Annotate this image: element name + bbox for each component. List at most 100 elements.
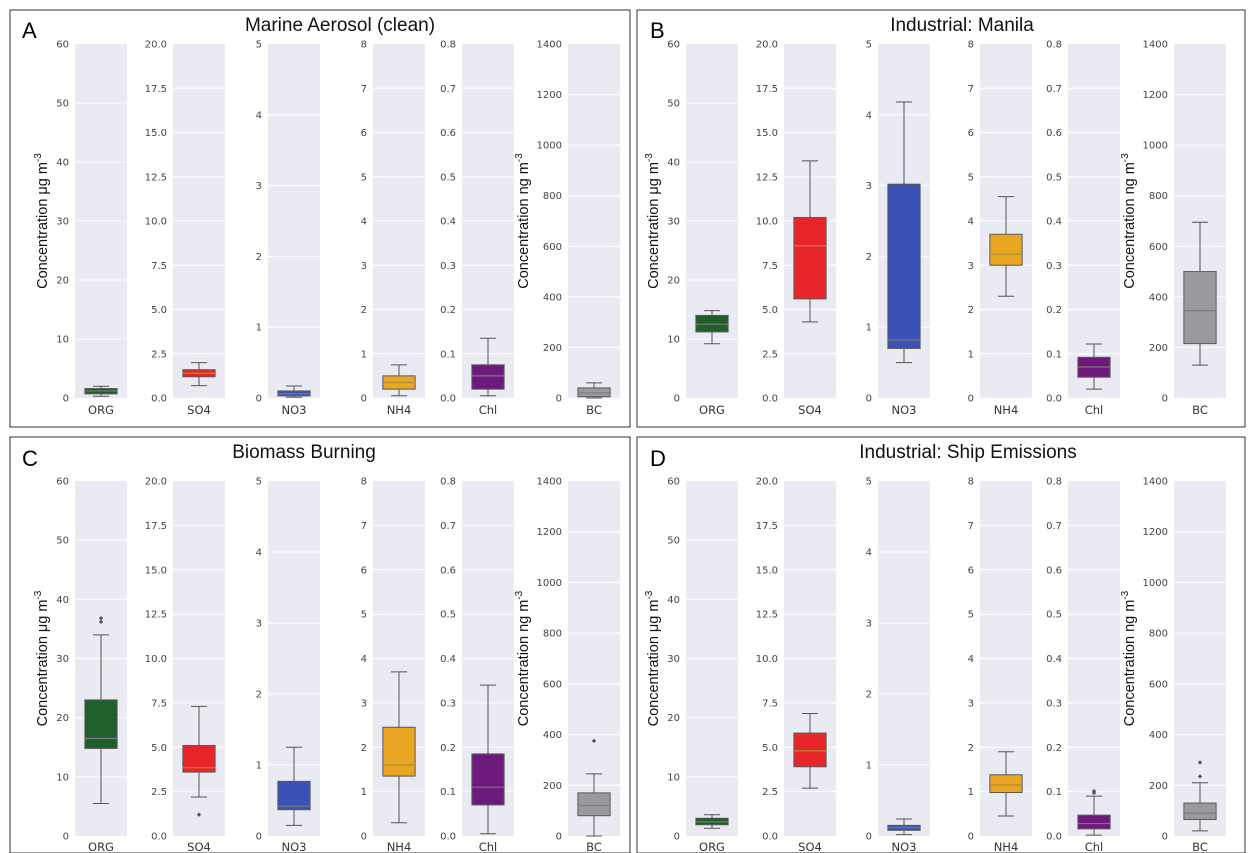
y-tick-label: 5 <box>968 610 974 621</box>
y-tick-label: 1 <box>866 761 872 772</box>
y-tick-label: 1000 <box>537 141 562 152</box>
y-tick-label: 20 <box>667 276 680 287</box>
y-tick-label: 5.0 <box>151 305 167 316</box>
y-tick-label: 0.3 <box>440 261 456 272</box>
subplot-nh4: 0 1 2 3 4 5 6 7 8 NH4 <box>361 477 425 853</box>
y-tick-label: 40 <box>667 595 680 606</box>
y-tick-label: 0.3 <box>1046 698 1062 709</box>
y-tick-label: 0 <box>968 394 974 405</box>
category-label: Chl <box>479 840 498 853</box>
category-label: Chl <box>1085 403 1104 417</box>
y-tick-label: 3 <box>968 698 974 709</box>
panel-c: C Biomass Burning0102030405060ORG0.02.55.… <box>9 436 631 853</box>
y-tick-label: 20 <box>667 713 680 724</box>
subplot-bc: 0 200 400 600 800 1000 1200 1400 BC <box>1143 40 1226 417</box>
y-tick-label: 2 <box>361 743 367 754</box>
iqr-box <box>887 183 921 349</box>
y-tick-label: 0.0 <box>1046 394 1062 405</box>
y-tick-label: 0 <box>866 394 872 405</box>
y-axis-label-exponent: -3 <box>644 153 655 162</box>
y-tick-label: 1400 <box>537 477 562 488</box>
y-tick-label: 400 <box>543 292 562 303</box>
iqr-box <box>382 726 416 777</box>
outlier-point <box>98 619 104 625</box>
panel-title: Industrial: Ship Emissions <box>859 442 1077 463</box>
y-tick-label: 0.8 <box>440 40 456 51</box>
y-tick-label: 0.3 <box>1046 261 1062 272</box>
y-tick-label: 1000 <box>1143 141 1168 152</box>
y-tick-label: 0.3 <box>440 698 456 709</box>
y-tick-label: 0 <box>556 832 562 843</box>
y-tick-label: 15.0 <box>756 565 778 576</box>
subplot-no3: 0 1 2 3 4 5 NO3 <box>256 477 320 853</box>
iqr-box <box>1183 271 1217 345</box>
y-tick-label: 12.5 <box>145 610 167 621</box>
y-tick-label: 200 <box>543 781 562 792</box>
y-tick-label: 0.8 <box>1046 477 1062 488</box>
y-tick-label: 20.0 <box>756 477 778 488</box>
y-tick-label: 7.5 <box>151 698 167 709</box>
y-tick-label: 0.2 <box>440 305 456 316</box>
y-tick-label: 20 <box>56 276 69 287</box>
y-tick-label: 5 <box>968 172 974 183</box>
plot-background <box>268 44 320 398</box>
category-label: SO4 <box>798 840 822 853</box>
y-tick-label: 0.4 <box>1046 217 1062 228</box>
y-tick-label: 3 <box>866 181 872 192</box>
category-label: NO3 <box>282 403 307 417</box>
iqr-box <box>989 233 1023 266</box>
subplot-so4: 0.0 2.5 5.0 7.5 10.0 12.5 15.0 17.5 20.0 SO4 <box>756 477 836 853</box>
y-tick-label: 6 <box>968 565 974 576</box>
category-label: Chl <box>1085 840 1104 853</box>
subplot-bc: 0 200 400 600 800 1000 1200 1400 BC <box>1143 477 1226 853</box>
y-tick-label: 0 <box>256 832 262 843</box>
y-tick-label: 1000 <box>537 578 562 589</box>
y-tick-label: 0.1 <box>440 349 456 360</box>
y-tick-label: 1200 <box>537 527 562 538</box>
y-axis-label-exponent: -3 <box>33 153 44 162</box>
panel-a: A Marine Aerosol (clean)0102030405060ORG0… <box>9 9 631 428</box>
y-tick-label: 0.8 <box>1046 40 1062 51</box>
y-tick-label: 2 <box>256 252 262 263</box>
panel-b: B Industrial: Manila0102030405060ORG0.02.… <box>636 9 1246 428</box>
y-tick-label: 0.6 <box>440 128 456 139</box>
y-tick-label: 1 <box>361 349 367 360</box>
y-tick-label: 3 <box>866 619 872 630</box>
y-tick-label: 40 <box>56 158 69 169</box>
y-tick-label: 0.4 <box>1046 654 1062 665</box>
y-tick-label: 600 <box>1149 679 1168 690</box>
y-tick-label: 0.0 <box>762 832 778 843</box>
subplot-org: 0 10 20 30 40 50 60 ORG <box>667 40 738 417</box>
category-label: BC <box>1192 403 1208 417</box>
y-tick-label: 0 <box>361 832 367 843</box>
y-tick-label: 1 <box>256 323 262 334</box>
y-tick-label: 0 <box>968 832 974 843</box>
y-tick-label: 0.5 <box>1046 610 1062 621</box>
category-label: NH4 <box>387 403 412 417</box>
iqr-box <box>1183 802 1217 821</box>
y-tick-label: 5 <box>361 172 367 183</box>
y-tick-label: 200 <box>1149 343 1168 354</box>
y-tick-label: 5 <box>361 610 367 621</box>
subplot-bc: 0 200 400 600 800 1000 1200 1400 BC <box>537 40 620 417</box>
y-axis-label-exponent: -3 <box>514 590 525 599</box>
outlier-point <box>196 812 202 817</box>
y-tick-label: 50 <box>667 99 680 110</box>
panel-letter: A <box>22 18 37 43</box>
y-tick-label: 0 <box>674 394 680 405</box>
iqr-box <box>793 732 827 768</box>
category-label: ORG <box>88 840 114 853</box>
plot-background <box>878 481 930 836</box>
y-tick-label: 50 <box>56 99 69 110</box>
panel-letter: B <box>650 18 665 43</box>
y-tick-label: 0.2 <box>440 743 456 754</box>
y-tick-label: 50 <box>667 536 680 547</box>
category-label: ORG <box>699 840 725 853</box>
y-tick-label: 17.5 <box>145 521 167 532</box>
y-tick-label: 8 <box>361 40 367 51</box>
panel-letter: C <box>22 446 38 471</box>
y-tick-label: 0.5 <box>1046 172 1062 183</box>
y-tick-label: 0.1 <box>1046 349 1062 360</box>
y-axis-label-text: Concentration μg m <box>646 600 662 727</box>
y-tick-label: 2 <box>866 690 872 701</box>
